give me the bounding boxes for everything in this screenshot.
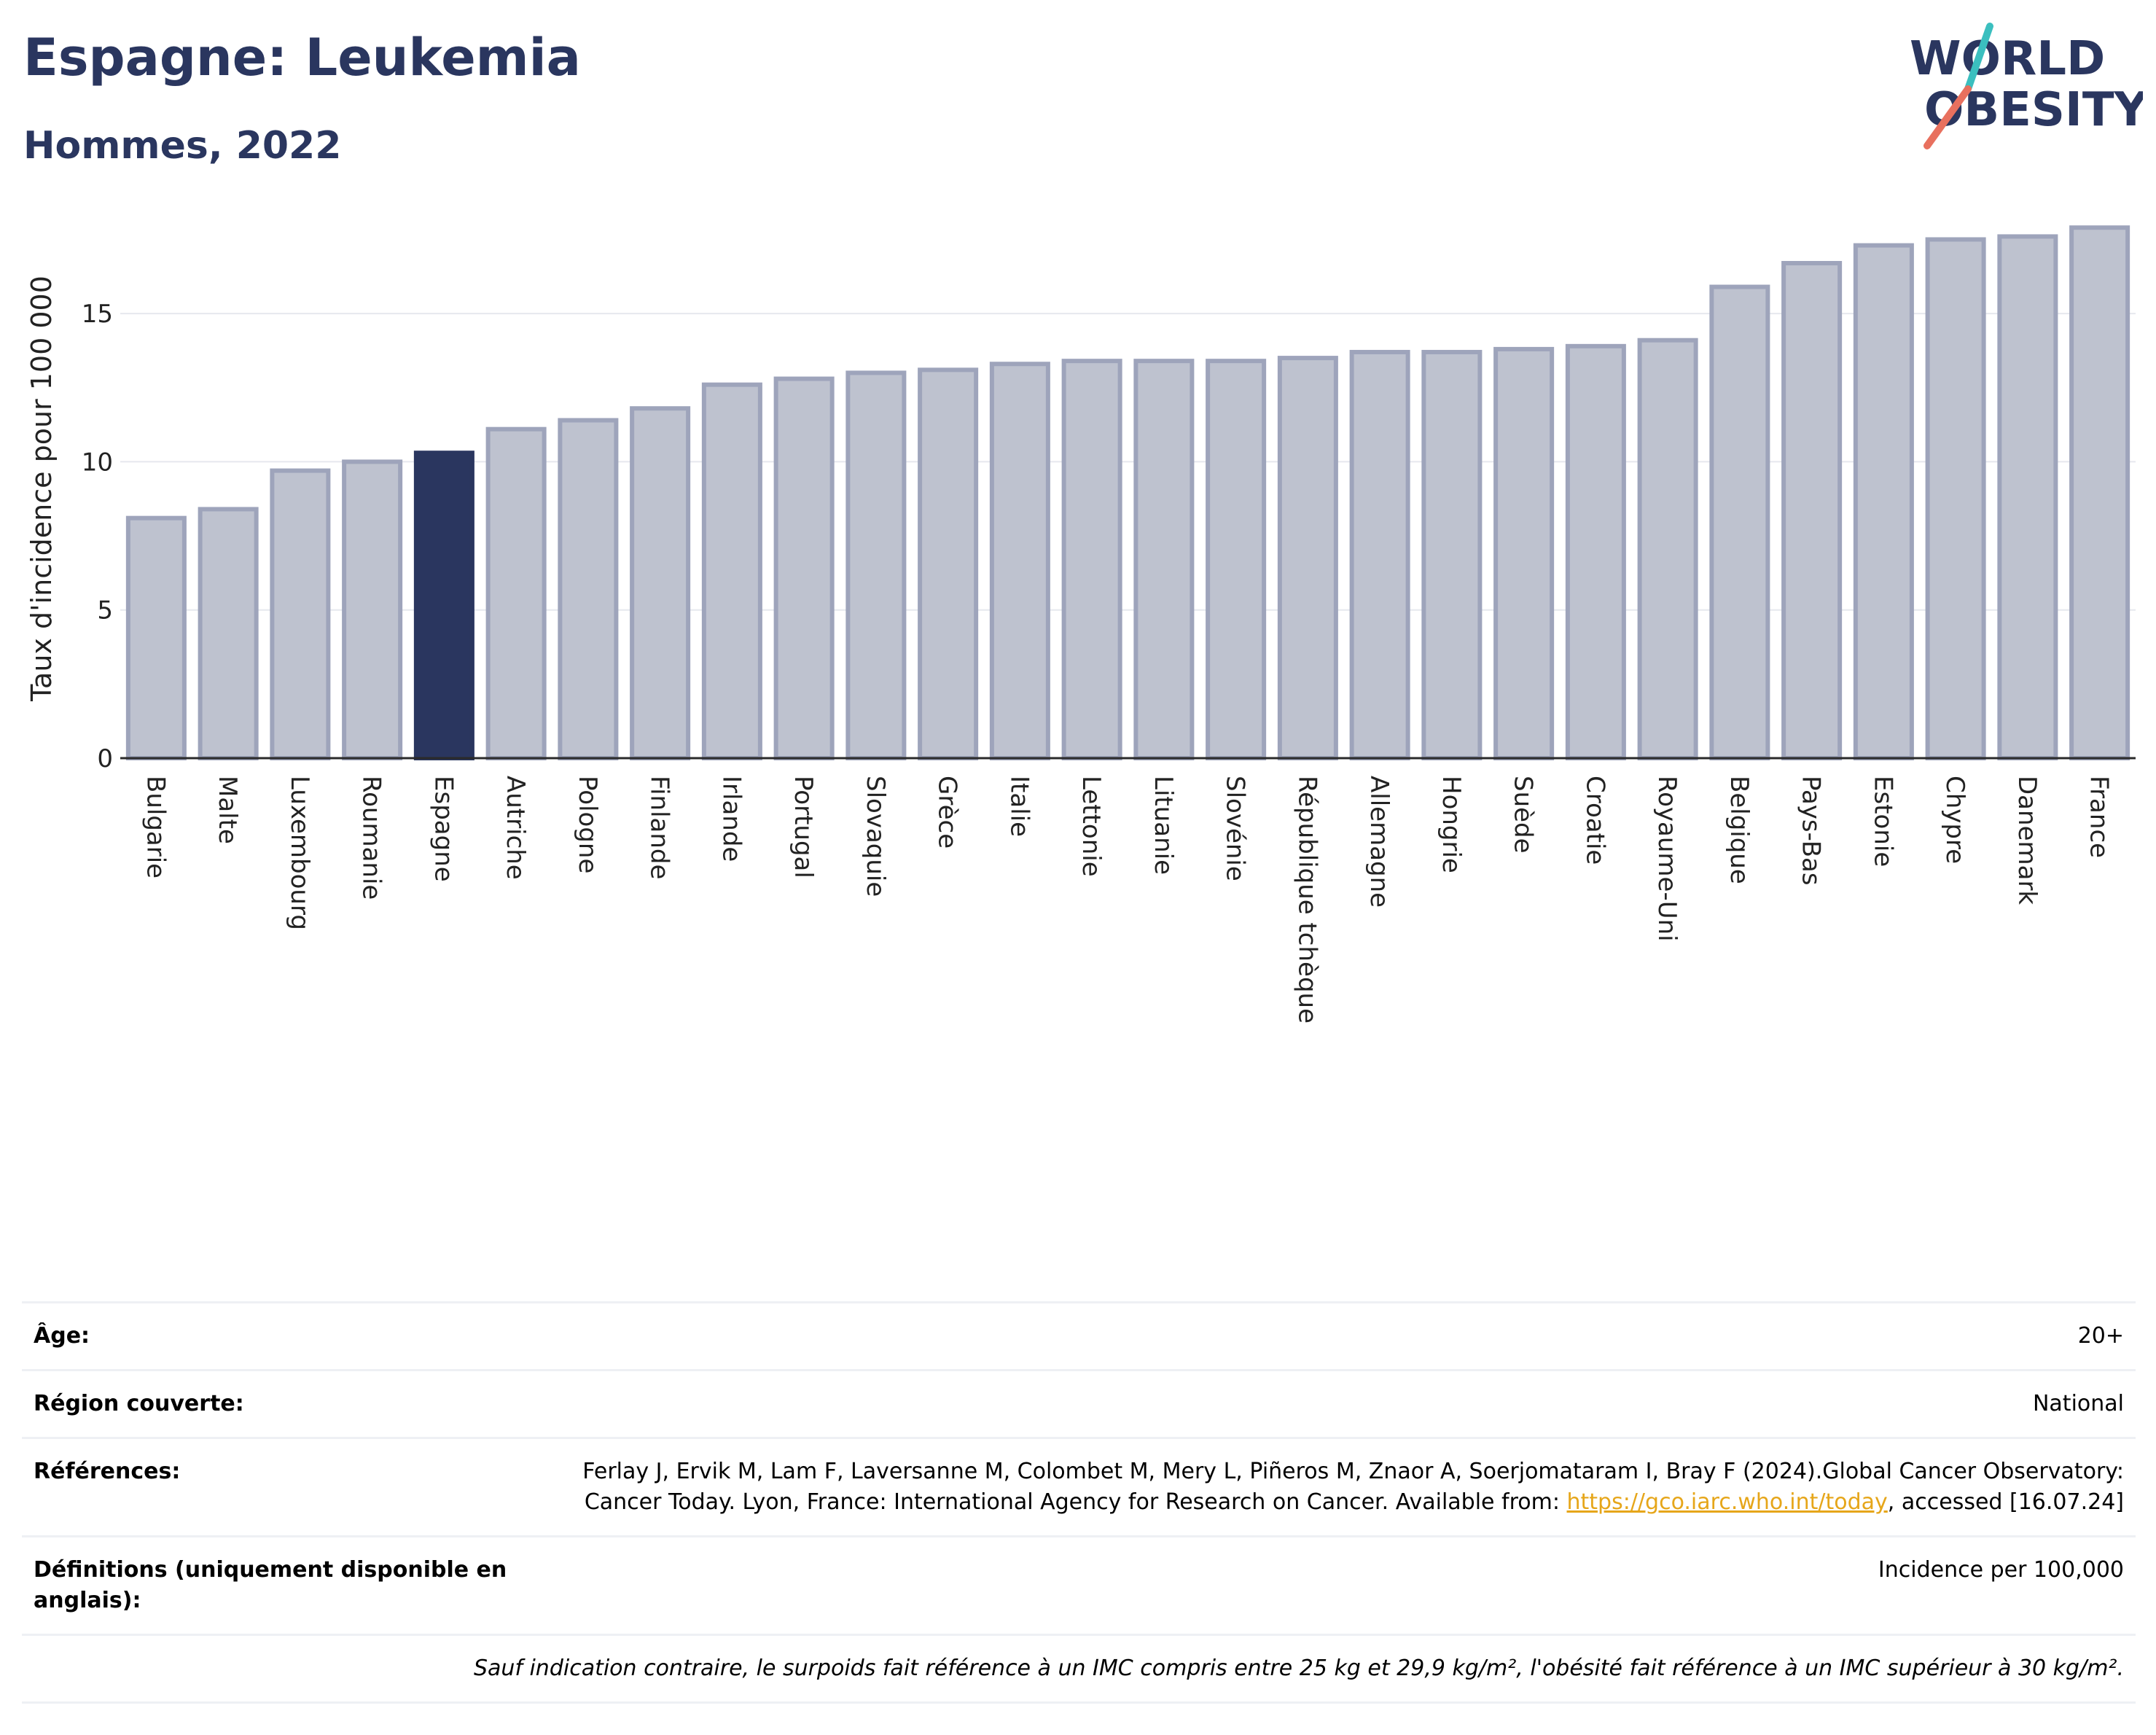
x-tick-label: Roumanie bbox=[357, 776, 386, 900]
x-tick-label: Bulgarie bbox=[141, 776, 170, 878]
bar-slovénie bbox=[1206, 359, 1267, 760]
bar-roumanie bbox=[342, 459, 403, 761]
meta-label: Région couverte: bbox=[34, 1391, 244, 1416]
bar-suède bbox=[1493, 346, 1555, 760]
x-tick-label: France bbox=[2085, 776, 2114, 858]
x-tick-label: Suède bbox=[1509, 776, 1538, 854]
logo-slash-teal bbox=[1964, 23, 1993, 93]
x-tick-label: Hongrie bbox=[1437, 776, 1466, 873]
x-tick-label: Lettonie bbox=[1077, 776, 1106, 877]
bars bbox=[125, 225, 2130, 761]
x-tick-label: Belgique bbox=[1725, 776, 1754, 884]
reference-link[interactable]: https://gco.iarc.who.int/today bbox=[1566, 1489, 1888, 1515]
bar-portugal bbox=[773, 376, 835, 760]
x-tick-label: Malte bbox=[213, 776, 242, 844]
bar-pays-bas bbox=[1781, 260, 1843, 760]
x-tick-label: Croatie bbox=[1580, 776, 1609, 865]
y-tick-label: 5 bbox=[97, 596, 113, 625]
meta-value: Ferlay J, Ervik M, Lam F, Laversanne M, … bbox=[555, 1438, 2136, 1537]
bar-république-tchèque bbox=[1277, 356, 1338, 761]
bar-estonie bbox=[1853, 243, 1914, 761]
y-tick-label: 10 bbox=[82, 448, 113, 477]
meta-row-references: Références: Ferlay J, Ervik M, Lam F, La… bbox=[22, 1438, 2136, 1537]
bar-royaume-uni bbox=[1637, 338, 1698, 760]
logo-text-world: WORLD bbox=[1910, 32, 2105, 86]
chart-title: Espagne: Leukemia bbox=[23, 28, 581, 87]
x-tick-label: Pays-Bas bbox=[1797, 776, 1826, 886]
x-tick-label: Slovénie bbox=[1221, 776, 1250, 881]
meta-row-definitions: Définitions (uniquement disponible en an… bbox=[22, 1536, 2136, 1635]
bar-pologne bbox=[558, 418, 619, 760]
meta-value: National bbox=[2032, 1391, 2124, 1416]
reference-accessed: , accessed [16.07.24] bbox=[1887, 1489, 2124, 1515]
x-tick-label: Luxembourg bbox=[285, 776, 314, 930]
world-obesity-logo: WORLD OBESITY bbox=[1910, 23, 2143, 149]
bar-croatie bbox=[1565, 343, 1626, 761]
bar-allemagne bbox=[1349, 349, 1410, 760]
meta-label: Âge: bbox=[34, 1323, 90, 1349]
bar-chart: 0 5 10 15 Bulgarie Malte Luxembourg Roumanie Es… bbox=[26, 225, 2136, 1024]
bar-bulgarie bbox=[125, 515, 187, 761]
y-axis-label: Taux d'incidence pour 100 000 bbox=[26, 276, 58, 702]
x-tick-label: Danemark bbox=[2012, 776, 2042, 905]
x-tick-label: Portugal bbox=[789, 776, 818, 878]
x-tick-label: Finlande bbox=[645, 776, 674, 879]
x-tick-label: Royaume-Uni bbox=[1652, 776, 1682, 942]
bar-malte bbox=[198, 507, 259, 760]
bar-espagne bbox=[413, 451, 474, 760]
y-axis-ticks: 0 5 10 15 bbox=[82, 300, 113, 773]
meta-row-age: Âge: 20+ bbox=[22, 1302, 2136, 1371]
meta-label: Références: bbox=[34, 1459, 181, 1484]
x-tick-label: Irlande bbox=[716, 776, 746, 862]
meta-row-note: Sauf indication contraire, le surpoids f… bbox=[22, 1634, 2136, 1703]
meta-value: 20+ bbox=[2077, 1323, 2124, 1349]
bar-chypre bbox=[1925, 237, 1986, 760]
bar-irlande bbox=[701, 382, 762, 760]
x-tick-label: Italie bbox=[1004, 776, 1034, 837]
logo-text-obesity: OBESITY bbox=[1924, 83, 2143, 137]
meta-label: Définitions (uniquement disponible en an… bbox=[34, 1557, 507, 1613]
x-tick-label: Pologne bbox=[573, 776, 602, 873]
x-tick-label: Estonie bbox=[1868, 776, 1897, 867]
reference-text: Ferlay J, Ervik M, Lam F, Laversanne M, … bbox=[582, 1459, 2124, 1515]
bar-hongrie bbox=[1421, 349, 1483, 760]
bar-luxembourg bbox=[270, 468, 331, 760]
bar-finlande bbox=[630, 406, 691, 760]
chart-subtitle: Hommes, 2022 bbox=[23, 124, 342, 168]
bar-lituanie bbox=[1133, 359, 1195, 760]
x-tick-label: Lituanie bbox=[1149, 776, 1178, 875]
x-tick-label: Slovaquie bbox=[861, 776, 890, 897]
bar-italie bbox=[989, 362, 1050, 760]
bar-france bbox=[2069, 225, 2130, 760]
x-tick-label: République tchèque bbox=[1292, 776, 1321, 1024]
bar-grèce bbox=[918, 367, 979, 761]
y-tick-label: 15 bbox=[82, 300, 113, 329]
meta-row-region: Région couverte: National bbox=[22, 1370, 2136, 1438]
bar-lettonie bbox=[1061, 359, 1122, 760]
x-tick-label: Chypre bbox=[1940, 776, 1969, 864]
x-tick-label: Autriche bbox=[501, 776, 530, 880]
metadata-table: Âge: 20+ Région couverte: National Référ… bbox=[22, 1301, 2136, 1704]
x-axis-ticks: Bulgarie Malte Luxembourg Roumanie Espagne Au… bbox=[141, 776, 2113, 1024]
y-tick-label: 0 bbox=[97, 744, 113, 773]
bar-belgique bbox=[1709, 284, 1770, 760]
meta-value: Incidence per 100,000 bbox=[1878, 1557, 2124, 1583]
logo-slash-coral bbox=[1923, 85, 1972, 149]
x-tick-label: Espagne bbox=[429, 776, 458, 882]
bar-slovaquie bbox=[845, 370, 907, 760]
bar-autriche bbox=[485, 426, 547, 761]
x-tick-label: Allemagne bbox=[1364, 776, 1394, 908]
x-tick-label: Grèce bbox=[933, 776, 962, 849]
bar-danemark bbox=[1997, 234, 2058, 760]
meta-note: Sauf indication contraire, le surpoids f… bbox=[473, 1656, 2124, 1681]
